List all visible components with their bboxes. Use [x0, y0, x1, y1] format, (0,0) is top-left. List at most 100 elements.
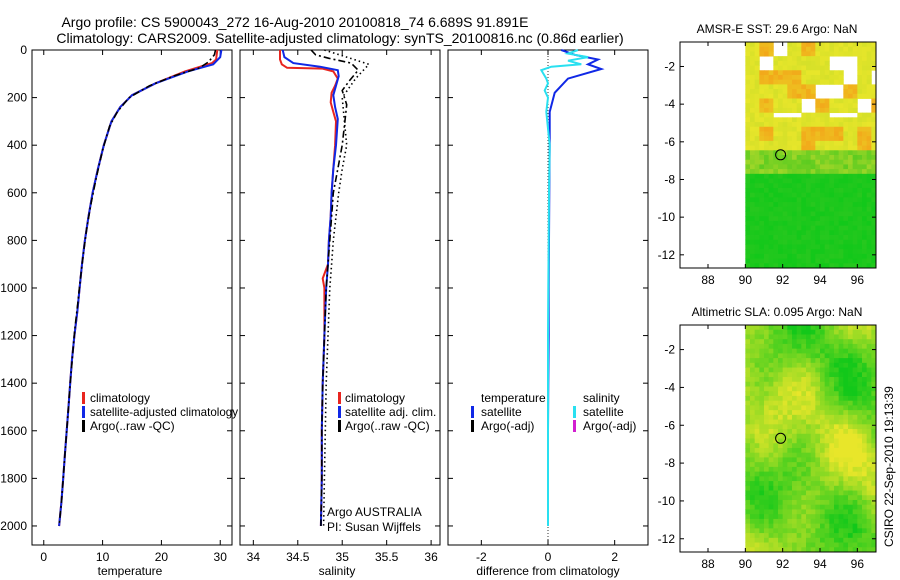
map-cell: [857, 65, 863, 71]
map-cell: [796, 329, 802, 335]
map-cell: [796, 438, 802, 444]
map-cell: [871, 253, 877, 259]
map-cell: [768, 103, 774, 109]
map-cell: [866, 334, 872, 340]
map-cell: [838, 381, 844, 387]
map-cell: [759, 159, 765, 165]
map-cell: [754, 429, 760, 435]
map-cell: [838, 362, 844, 368]
map-cell: [829, 249, 835, 255]
map-cell: [745, 220, 751, 227]
map-cell: [759, 410, 765, 416]
map-cell: [754, 466, 760, 473]
map-cell: [792, 225, 798, 231]
map-cell: [834, 325, 840, 331]
map-cell: [871, 523, 877, 529]
map-cell: [754, 159, 760, 165]
map-cell: [773, 414, 779, 420]
map-cell: [768, 466, 774, 473]
map-cell: [782, 325, 788, 331]
map-cell: [792, 70, 798, 76]
map-cell: [806, 325, 812, 331]
map-cell: [773, 495, 779, 501]
map-cell: [815, 348, 821, 354]
map-cell: [778, 443, 784, 449]
map-cell: [796, 46, 802, 52]
map-cell: [848, 117, 854, 123]
map-cell: [848, 499, 854, 506]
map-cell: [792, 452, 798, 458]
map-cell: [759, 126, 765, 132]
map-cell: [745, 206, 751, 212]
map-cell: [754, 547, 760, 553]
map-cell: [838, 263, 844, 269]
map-cell: [745, 159, 751, 165]
map-cell: [852, 443, 858, 449]
map-cell: [759, 334, 765, 340]
map-cell: [852, 93, 858, 99]
map-cell: [834, 329, 840, 335]
map-cell: [806, 211, 812, 217]
map-cell: [857, 443, 863, 449]
map-cell: [866, 419, 872, 425]
map-cell: [745, 405, 751, 411]
map-cell: [848, 504, 854, 510]
map-cell: [754, 211, 760, 217]
map-cell: [764, 107, 770, 114]
map-cell: [843, 140, 849, 146]
map-cell: [838, 117, 844, 123]
map-cell: [820, 443, 826, 449]
map-cell: [810, 117, 816, 123]
map-cell: [787, 187, 793, 194]
legend-label-satellite: satellite-adjusted climatology: [90, 405, 238, 419]
map-cell: [843, 334, 849, 340]
map-cell: [862, 183, 868, 189]
map-cell: [764, 358, 770, 364]
map-cell: [806, 414, 812, 420]
map-cell: [857, 424, 863, 430]
map-cell: [824, 263, 830, 269]
map-cell: [750, 400, 756, 406]
map-cell: [796, 150, 802, 156]
map-cell: [852, 542, 858, 548]
map-cell: [759, 79, 765, 85]
map-cell: [801, 230, 807, 236]
map-cell: [773, 334, 779, 340]
map-cell: [834, 173, 840, 179]
map-cell: [852, 150, 858, 156]
map-x-tick-label: 94: [813, 557, 827, 571]
map-cell: [764, 220, 770, 227]
map-cell: [829, 547, 835, 553]
map-cell: [801, 74, 807, 81]
map-cell: [852, 485, 858, 491]
map-cell: [801, 358, 807, 364]
map-cell: [843, 466, 849, 473]
map-cell: [852, 216, 858, 222]
map-cell: [815, 42, 821, 48]
map-cell: [806, 173, 812, 179]
map-cell: [750, 206, 756, 212]
map-cell: [857, 514, 863, 520]
map-cell: [857, 164, 863, 170]
map-y-tick-label: -6: [664, 418, 675, 432]
map-cell: [866, 452, 872, 458]
map-cell: [857, 481, 863, 487]
map-cell: [782, 263, 788, 269]
map-cell: [754, 216, 760, 222]
map-cell: [792, 159, 798, 165]
map-cell: [810, 150, 816, 156]
map-cell: [852, 528, 858, 534]
map-cell: [754, 400, 760, 406]
map-cell: [852, 249, 858, 255]
map-cell: [834, 433, 840, 439]
map-cell: [852, 518, 858, 525]
map-cell: [829, 42, 835, 48]
map-cell: [820, 400, 826, 406]
map-cell: [750, 452, 756, 458]
map-cell: [848, 433, 854, 439]
map-cell: [866, 258, 872, 264]
y-tick-label: 1400: [0, 376, 27, 390]
map-cell: [857, 93, 863, 99]
map-cell: [806, 122, 812, 128]
map-cell: [815, 533, 821, 539]
